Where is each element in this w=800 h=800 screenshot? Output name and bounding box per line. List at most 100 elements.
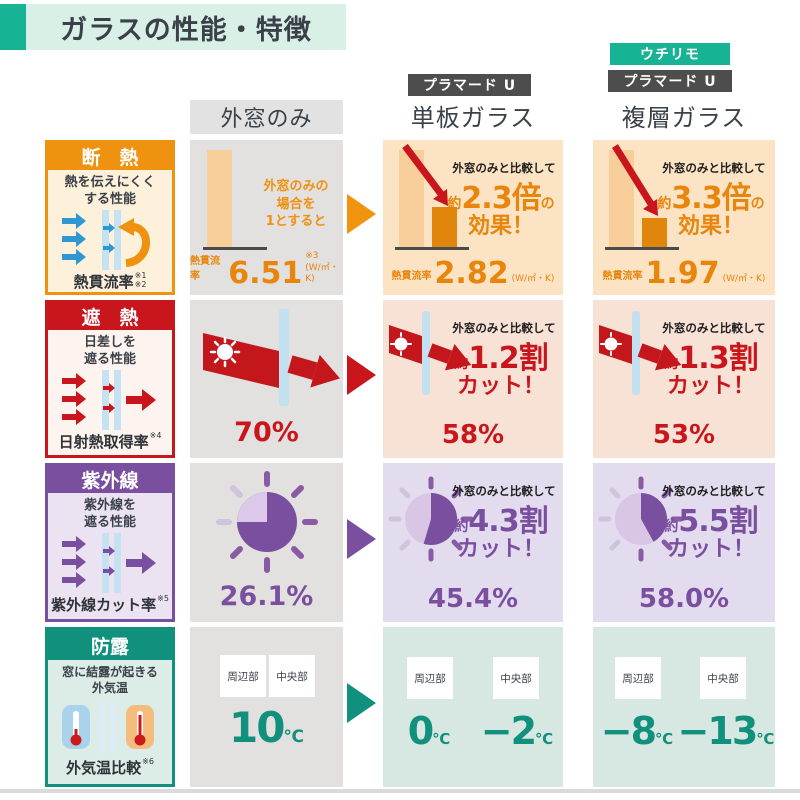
condensation-desc: 窓に結露が起きる 外気温	[62, 665, 158, 695]
insulation-heat-flow-icon	[62, 209, 150, 270]
effect-word: カット！	[666, 537, 755, 562]
decrease-arrow-icon	[402, 143, 448, 206]
sun-arrow-icon	[203, 309, 340, 406]
reduced-bar	[642, 218, 667, 247]
uchirimo-badge: ウチリモ	[610, 43, 730, 65]
uv-single-value: 45.4%	[427, 584, 519, 614]
effect-value: 約1.2割	[454, 341, 548, 376]
insulation-metric-label: 熱貫流率※1 ※2	[73, 270, 147, 291]
page-title: ガラスの性能・特徴	[60, 14, 312, 46]
effect-value: 約1.3割	[664, 341, 758, 376]
condensation-metric-label: 外気温比較※6	[66, 757, 154, 777]
uv-single-cell: 外窓のみと比較して 約4.3割 カット！ 45.4%	[383, 463, 563, 622]
chip-center: 中央部	[493, 657, 539, 699]
shading-double-cell: 外窓のみと比較して 約1.3割 カット！ 53%	[593, 300, 775, 458]
insulation-single-cell: 外窓のみと比較して 約2.3倍の 効果！ 熱貫流率 2.82 (W/㎡・K)	[383, 140, 563, 295]
baseline-bar	[207, 150, 232, 247]
compare-note: 外窓のみと比較して	[662, 484, 766, 498]
column-header-baseline: 外窓のみ	[190, 100, 343, 134]
condensation-single-cell: 周辺部 中央部 0℃ −2℃	[383, 627, 563, 787]
compare-note: 外窓のみと比較して	[662, 161, 766, 175]
sun-arrow-icon	[389, 311, 472, 395]
shading-baseline-value: 70%	[234, 417, 299, 448]
row-heat-shading: 遮 熱 日差しを 遮る性能 日射熱取得率※4	[0, 300, 800, 458]
effect-word: カット！	[666, 374, 755, 399]
flow-arrow-icon	[347, 683, 376, 723]
decrease-arrow-icon	[612, 144, 658, 216]
chip-center: 中央部	[700, 657, 746, 699]
bottom-border	[0, 789, 800, 793]
effect-word: カット！	[456, 537, 545, 562]
uv-baseline-cell: 26.1%	[190, 463, 343, 622]
shading-single-value: 58%	[441, 420, 505, 450]
edge-temp: −8℃	[600, 709, 674, 753]
column-header-double-glass: 複層ガラス	[621, 104, 747, 132]
uv-double-value: 58.0%	[638, 584, 730, 614]
u-value-double: 熱貫流率 1.97 (W/㎡・K)	[602, 256, 766, 291]
plamade-u-badge-single: プラマード U	[408, 74, 531, 96]
footnote-marks: ※5	[157, 593, 169, 603]
insulation-desc: 熱を伝えにくく する性能	[64, 175, 156, 207]
condensation-label-card: 防露 窓に結露が起きる 外気温 外気温比較※6	[45, 627, 175, 787]
compare-note: 外窓のみと比較して	[452, 484, 556, 498]
compare-note: 外窓のみと比較して	[452, 161, 556, 175]
row-condensation: 防露 窓に結露が起きる 外気温 外気温比較※6	[0, 627, 800, 787]
effect-value: 約3.3倍の	[657, 181, 765, 216]
effect-value: 約4.3割	[454, 504, 548, 539]
u-value-unit: (W/㎡・K)	[305, 262, 339, 284]
shading-title: 遮 熱	[48, 303, 172, 330]
plamade-u-badge-double: プラマード U	[608, 70, 732, 92]
shading-single-cell: 外窓のみと比較して 約1.2割 カット！ 58%	[383, 300, 563, 458]
edge-temp: 0℃	[407, 709, 451, 753]
condensation-title: 防露	[48, 630, 172, 660]
chip-edge: 周辺部	[220, 655, 266, 697]
footnote-marks: ※1 ※2	[134, 270, 147, 289]
flow-arrow-icon	[347, 193, 376, 234]
shading-label-card: 遮 熱 日差しを 遮る性能 日射熱取得率※4	[45, 300, 175, 458]
chip-edge: 周辺部	[615, 657, 661, 699]
effect-word: 効果！	[467, 214, 534, 239]
insulation-title: 断 熱	[48, 143, 172, 170]
uv-desc: 紫外線を 遮る性能	[83, 498, 136, 530]
row-uv: 紫外線 紫外線を 遮る性能 紫外線カット率※5	[0, 463, 800, 622]
shading-double-value: 53%	[652, 420, 716, 450]
baseline-note: 外窓のみの 場合を 1とすると	[263, 179, 329, 230]
u-value-single: 熱貫流率 2.82 (W/㎡・K)	[391, 256, 555, 291]
compare-note: 外窓のみと比較して	[662, 321, 766, 335]
condensation-baseline-temp: 10℃	[228, 703, 305, 752]
center-temp: −13℃	[677, 709, 775, 753]
footnote-marks: ※6	[142, 757, 154, 766]
compare-note: 外窓のみと比較して	[452, 321, 556, 335]
center-temp: −2℃	[480, 709, 554, 753]
u-value: 6.51	[228, 256, 303, 291]
u-value-baseline: 熱貫流率 6.51 ※3 (W/㎡・K)	[190, 251, 343, 291]
insulation-double-cell: 外窓のみと比較して 約3.3倍の 効果！ 熱貫流率 1.97 (W/㎡・K)	[593, 140, 775, 295]
uv-sun-pie-icon	[598, 476, 684, 562]
effect-value: 約2.3倍の	[447, 181, 555, 216]
uv-metric-label: 紫外線カット率※5	[51, 593, 169, 614]
condensation-baseline-cell: 周辺部 中央部 10℃	[190, 627, 343, 787]
uv-arrows-icon	[62, 532, 156, 593]
uv-sun-pie-icon	[216, 471, 318, 573]
shading-baseline-cell: 70%	[190, 300, 343, 458]
footnote-marks: ※4	[149, 430, 162, 440]
page-title-box: ガラスの性能・特徴	[26, 4, 346, 50]
column-header-single-glass: 単板ガラス	[410, 104, 536, 132]
effect-word: 効果！	[677, 214, 744, 239]
thermometers-icon	[62, 700, 154, 753]
flow-arrow-icon	[347, 355, 376, 395]
uv-title: 紫外線	[48, 466, 172, 493]
uv-label-card: 紫外線 紫外線を 遮る性能 紫外線カット率※5	[45, 463, 175, 622]
chip-center: 中央部	[269, 655, 315, 697]
shading-metric-label: 日射熱取得率※4	[58, 430, 162, 451]
footnote-mark: ※3	[305, 251, 319, 262]
uv-sun-pie-icon	[388, 476, 474, 562]
bar-axis	[203, 247, 267, 250]
flow-arrow-icon	[347, 518, 376, 559]
uv-double-cell: 外窓のみと比較して 約5.5割 カット！ 58.0%	[593, 463, 775, 622]
shading-arrows-icon	[62, 369, 156, 430]
uv-baseline-value: 26.1%	[219, 581, 314, 612]
shading-desc: 日差しを 遮る性能	[83, 335, 136, 367]
chip-edge: 周辺部	[407, 657, 453, 699]
